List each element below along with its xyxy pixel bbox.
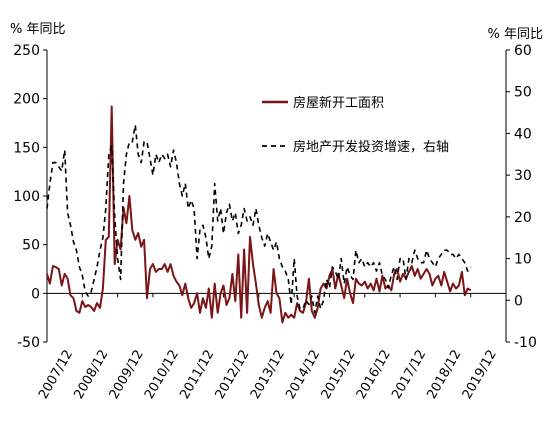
left-axis-tick-label: 150 (13, 140, 40, 156)
legend-label-investment: 房地产开发投资增速，右轴 (293, 139, 449, 155)
left-axis-tick-label: 0 (31, 286, 40, 302)
series-line-new-construction (46, 105, 472, 324)
left-axis-tick-label: -50 (17, 335, 40, 351)
right-axis-tick-label: 10 (514, 252, 532, 268)
right-axis-tick-label: 20 (514, 210, 532, 226)
legend: 房屋新开工面积 房地产开发投资增速，右轴 (262, 95, 449, 155)
left-axis-tick-label: 200 (13, 92, 40, 108)
legend-label-new-construction: 房屋新开工面积 (293, 95, 384, 111)
right-axis-tick-label: 50 (514, 85, 532, 101)
right-axis-tick-label: 30 (514, 168, 532, 184)
left-axis-unit-label: % 年同比 (10, 22, 66, 37)
series-line-investment (46, 124, 472, 314)
right-axis-unit-label: % 年同比 (488, 27, 544, 42)
left-axis-tick-label: 50 (22, 238, 40, 254)
right-axis-tick-label: 0 (514, 293, 523, 309)
left-axis-tick-label: 250 (13, 43, 40, 59)
left-axis-tick-label: 100 (13, 189, 40, 205)
right-axis-tick-label: 60 (514, 43, 532, 59)
right-axis-tick-label: 40 (514, 126, 532, 142)
right-axis-tick-label: -10 (514, 335, 537, 351)
series-layer (46, 105, 472, 324)
